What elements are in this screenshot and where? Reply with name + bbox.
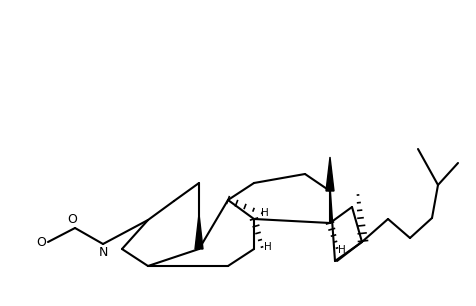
Text: H: H <box>338 245 346 255</box>
Text: O: O <box>36 236 46 248</box>
Polygon shape <box>326 157 334 191</box>
Text: H: H <box>264 242 272 252</box>
Text: O: O <box>67 213 77 226</box>
Polygon shape <box>195 214 203 249</box>
Text: H: H <box>261 208 269 218</box>
Text: N: N <box>99 246 108 259</box>
